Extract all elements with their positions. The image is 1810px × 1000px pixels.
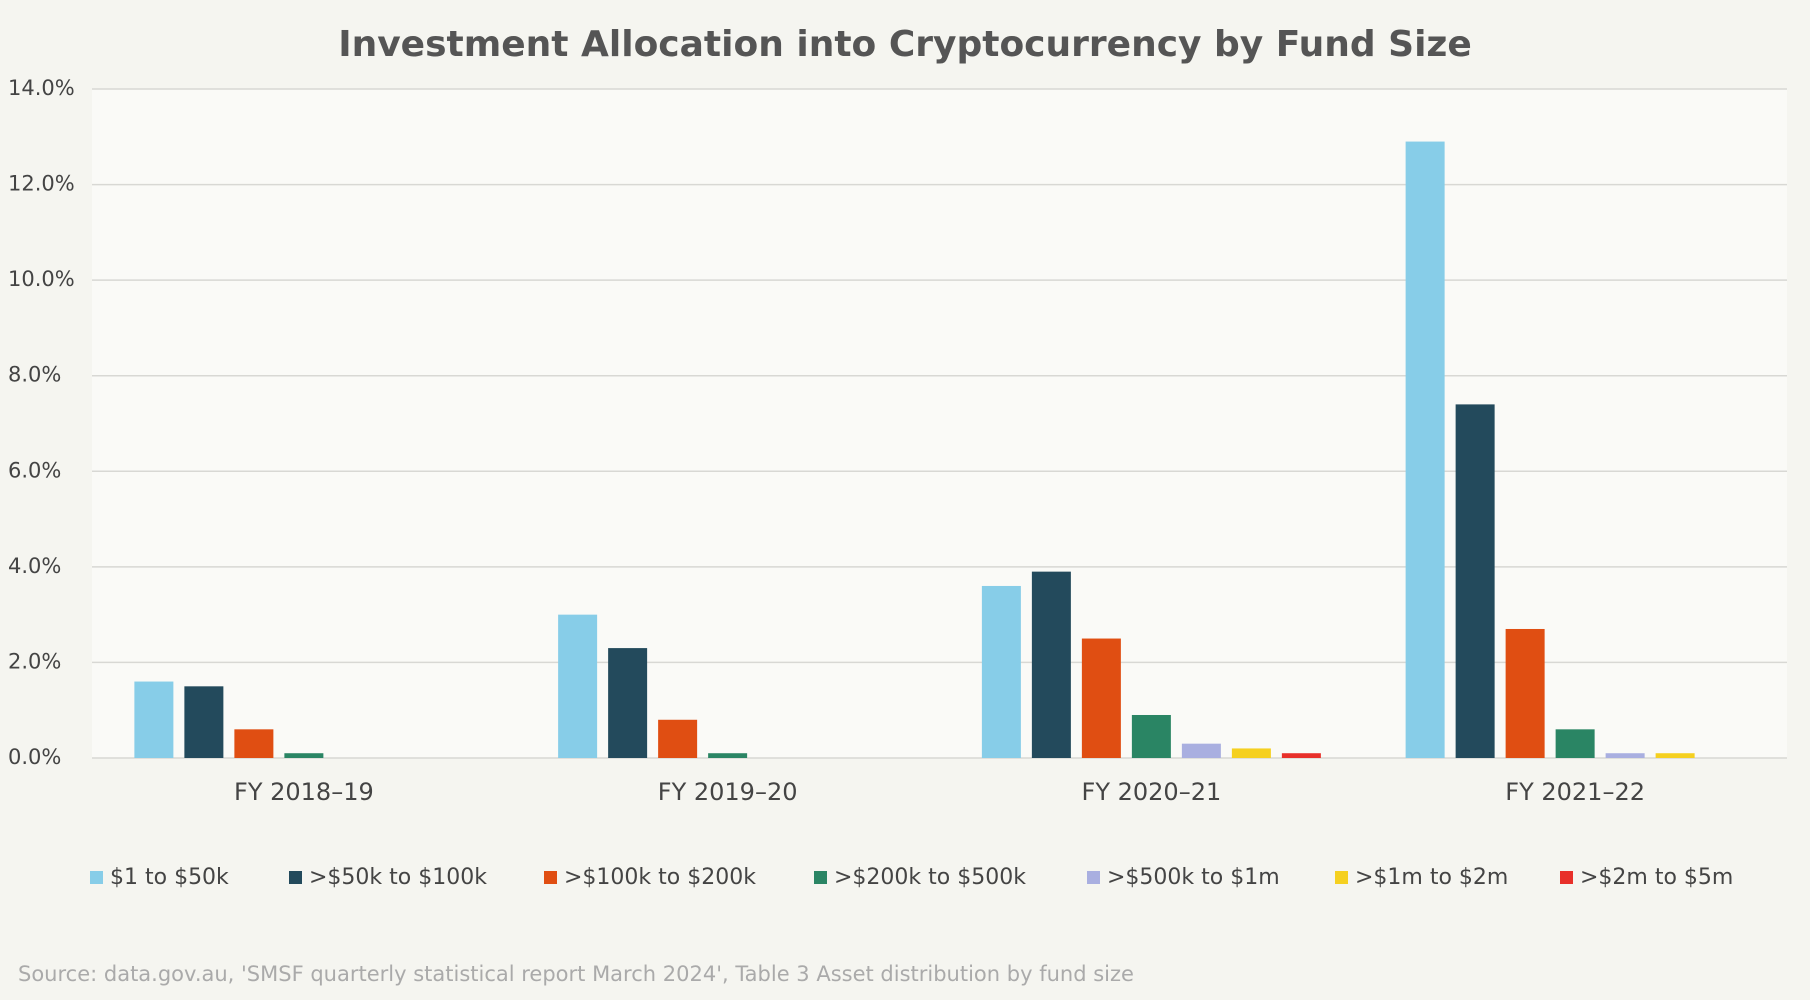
legend-label: >$100k to $200k [564,865,756,890]
y-tick-label: 14.0% [8,76,75,100]
bar [1655,753,1695,758]
y-tick-label: 0.0% [8,745,61,769]
bar [608,648,648,758]
bar [708,753,748,758]
legend-label: >$2m to $5m [1580,865,1733,890]
y-tick-label: 6.0% [8,458,61,482]
bar [1181,743,1221,758]
y-tick-label: 10.0% [8,267,75,291]
x-tick-label: FY 2020–21 [1082,778,1222,806]
bar [1031,571,1071,758]
bar [1081,638,1121,758]
legend-label: $1 to $50k [110,865,229,890]
chart-title: Investment Allocation into Cryptocurrenc… [338,24,1472,65]
bar [1605,753,1645,758]
bar [558,614,598,758]
bar [134,681,174,758]
legend-label: >$200k to $500k [834,865,1026,890]
bar [284,753,324,758]
bar [1505,628,1545,758]
bar [981,585,1021,758]
legend-label: >$50k to $100k [309,865,487,890]
plot-area [92,89,1787,758]
legend-swatch [289,871,302,884]
bar [1455,404,1495,758]
x-tick-label: FY 2019–20 [658,778,798,806]
legend-swatch [1560,871,1573,884]
bar [1231,748,1271,758]
bar [1281,753,1321,758]
bar [1555,729,1595,758]
x-tick-label: FY 2018–19 [234,778,374,806]
legend-swatch [1335,871,1348,884]
legend-swatch [544,871,557,884]
bar [1131,714,1171,758]
bar [658,719,698,758]
y-tick-label: 12.0% [8,172,75,196]
legend-label: >$1m to $2m [1355,865,1508,890]
y-tick-label: 2.0% [8,649,61,673]
bar [234,729,274,758]
y-tick-label: 4.0% [8,554,61,578]
legend-swatch [814,871,827,884]
x-tick-label: FY 2021–22 [1505,778,1645,806]
y-tick-label: 8.0% [8,363,61,387]
bar [184,686,224,758]
legend-label: >$500k to $1m [1107,865,1280,890]
legend-swatch [90,871,103,884]
legend-swatch [1087,871,1100,884]
bar [1405,141,1445,759]
source-note: Source: data.gov.au, 'SMSF quarterly sta… [18,962,1134,986]
